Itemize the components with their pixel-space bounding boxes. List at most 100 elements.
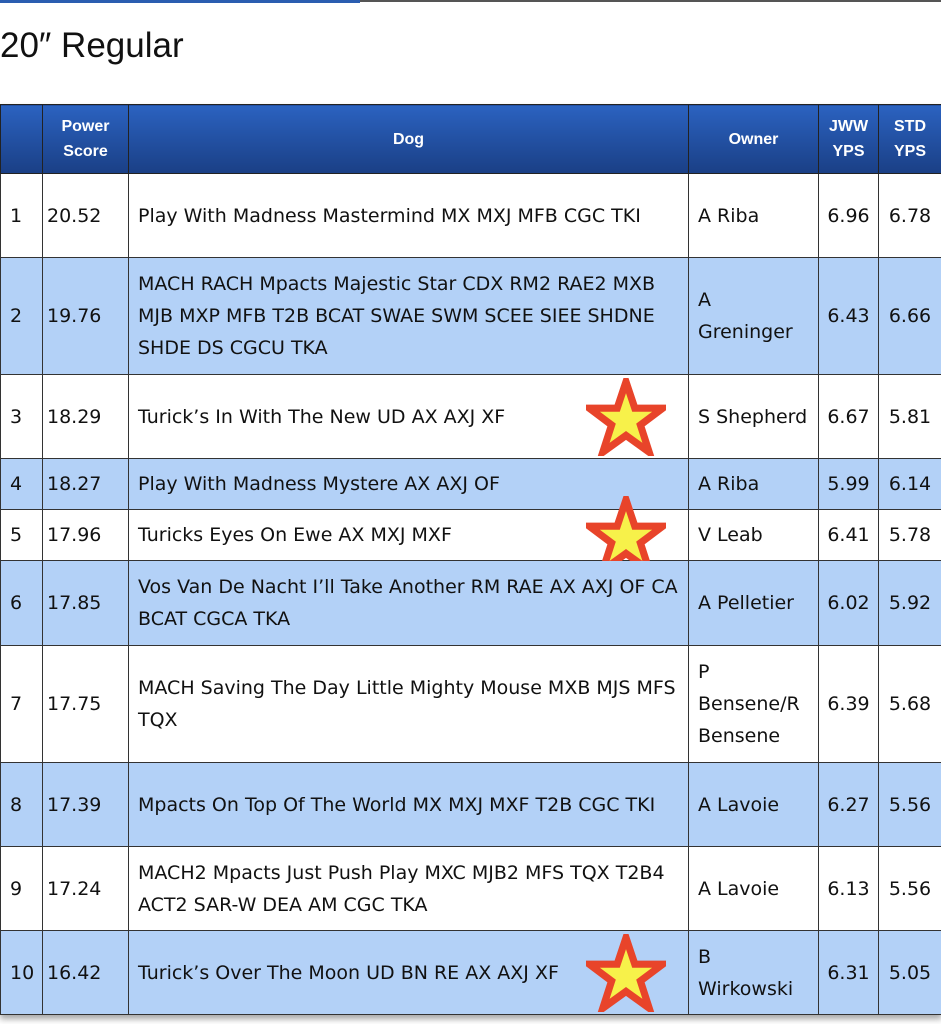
jww-yps-cell: 6.67 bbox=[818, 374, 879, 459]
rankings-table: Power Score Dog Owner JWW YPS STD YPS 1 2… bbox=[0, 104, 941, 1015]
jww-text: 5.99 bbox=[827, 473, 870, 495]
score-text: 17.39 bbox=[47, 793, 102, 816]
rank-text: 10 bbox=[10, 961, 35, 984]
dog-text: Vos Van De Nacht I’ll Take Another RM RA… bbox=[138, 576, 678, 630]
rank-cell: 6 bbox=[0, 560, 43, 646]
rank-text: 9 bbox=[10, 877, 23, 900]
dog-cell: MACH Saving The Day Little Mighty Mouse … bbox=[128, 645, 689, 763]
owner-cell: A Lavoie bbox=[688, 846, 819, 931]
jww-yps-cell: 6.43 bbox=[818, 257, 879, 375]
score-text: 18.29 bbox=[47, 405, 102, 428]
std-text: 5.56 bbox=[888, 877, 932, 900]
std-text: 6.66 bbox=[888, 305, 932, 327]
dog-cell: Play With Madness Mystere AX AXJ OF bbox=[128, 458, 689, 510]
power-score-cell: 19.76 bbox=[42, 257, 129, 375]
dog-cell: Play With Madness Mastermind MX MXJ MFB … bbox=[128, 173, 689, 258]
jww-text: 6.41 bbox=[827, 524, 870, 546]
power-score-cell: 20.52 bbox=[42, 173, 129, 258]
owner-cell: A Lavoie bbox=[688, 762, 819, 847]
dog-cell: Turicks Eyes On Ewe AX MXJ MXF bbox=[128, 496, 689, 574]
jww-text: 6.27 bbox=[827, 793, 870, 816]
owner-cell: A Pelletier bbox=[688, 560, 819, 646]
std-yps-cell: 6.14 bbox=[878, 458, 941, 510]
score-text: 20.52 bbox=[47, 204, 102, 227]
table-row: 2 19.76 MACH RACH Mpacts Majestic Star CDX… bbox=[0, 257, 941, 375]
jww-text: 6.43 bbox=[827, 305, 870, 327]
rank-cell: 7 bbox=[0, 645, 43, 763]
std-text: 5.68 bbox=[888, 693, 932, 715]
top-accent-bar bbox=[0, 0, 360, 3]
power-score-cell: 17.96 bbox=[42, 509, 129, 561]
table-row: 8 17.39 Mpacts On Top Of The World MX MXJ … bbox=[0, 762, 941, 847]
table-row: 3 18.29 Turick’s In With The New UD AX AXJ… bbox=[0, 374, 941, 459]
star-icon bbox=[586, 933, 666, 1012]
rank-cell: 5 bbox=[0, 509, 43, 561]
rank-cell: 2 bbox=[0, 257, 43, 375]
jww-text: 6.67 bbox=[827, 405, 870, 428]
dog-text: Play With Madness Mastermind MX MXJ MFB … bbox=[138, 204, 641, 227]
power-score-cell: 17.24 bbox=[42, 846, 129, 931]
owner-text: B Wirkowski bbox=[698, 945, 794, 1000]
col-rank bbox=[0, 104, 43, 174]
rank-text: 7 bbox=[10, 693, 23, 715]
owner-text: P Bensene/R Bensene bbox=[698, 661, 800, 747]
owner-text: S Shepherd bbox=[698, 405, 808, 428]
page-title: 20″ Regular bbox=[0, 26, 184, 65]
std-text: 5.81 bbox=[888, 405, 932, 428]
table-row: 1 20.52 Play With Madness Mastermind MX MX… bbox=[0, 173, 941, 258]
std-text: 6.14 bbox=[888, 473, 932, 495]
table-row: 10 16.42 Turick’s Over The Moon UD BN RE A… bbox=[0, 930, 941, 1015]
std-yps-cell: 5.68 bbox=[878, 645, 941, 763]
owner-text: A Lavoie bbox=[698, 793, 780, 816]
col-power-score: Power Score bbox=[42, 104, 129, 174]
owner-text: A Lavoie bbox=[698, 877, 780, 900]
rank-cell: 8 bbox=[0, 762, 43, 847]
owner-text: A Riba bbox=[698, 204, 760, 227]
std-yps-cell: 5.05 bbox=[878, 930, 941, 1015]
power-score-cell: 18.29 bbox=[42, 374, 129, 459]
score-text: 17.75 bbox=[47, 693, 102, 715]
col-dog: Dog bbox=[128, 104, 689, 174]
dog-cell: Mpacts On Top Of The World MX MXJ MXF T2… bbox=[128, 762, 689, 847]
rank-cell: 3 bbox=[0, 374, 43, 459]
col-std-yps: STD YPS bbox=[878, 104, 941, 174]
std-yps-cell: 5.56 bbox=[878, 846, 941, 931]
std-text: 5.05 bbox=[888, 961, 932, 984]
rank-cell: 4 bbox=[0, 458, 43, 510]
table-row: 9 17.24 MACH2 Mpacts Just Push Play MXC MJ… bbox=[0, 846, 941, 931]
owner-cell: A Greninger bbox=[688, 257, 819, 375]
jww-text: 6.39 bbox=[827, 693, 870, 715]
dog-text: MACH Saving The Day Little Mighty Mouse … bbox=[138, 677, 676, 731]
score-text: 18.27 bbox=[47, 473, 102, 495]
jww-text: 6.31 bbox=[827, 961, 870, 984]
owner-cell: S Shepherd bbox=[688, 374, 819, 459]
rank-cell: 9 bbox=[0, 846, 43, 931]
table-row: 4 18.27 Play With Madness Mystere AX AXJ O… bbox=[0, 458, 941, 510]
owner-text: A Riba bbox=[698, 473, 760, 495]
rank-text: 8 bbox=[10, 793, 23, 816]
std-text: 5.78 bbox=[888, 524, 932, 546]
jww-text: 6.13 bbox=[827, 877, 870, 900]
dog-cell: MACH RACH Mpacts Majestic Star CDX RM2 R… bbox=[128, 257, 689, 375]
score-text: 17.96 bbox=[47, 524, 102, 546]
jww-yps-cell: 6.27 bbox=[818, 762, 879, 847]
std-text: 5.92 bbox=[888, 592, 932, 614]
jww-yps-cell: 6.96 bbox=[818, 173, 879, 258]
score-text: 17.85 bbox=[47, 592, 102, 614]
power-score-cell: 17.39 bbox=[42, 762, 129, 847]
jww-yps-cell: 6.39 bbox=[818, 645, 879, 763]
rank-text: 1 bbox=[10, 204, 23, 227]
rank-cell: 10 bbox=[0, 930, 43, 1015]
rank-text: 5 bbox=[10, 524, 23, 546]
score-text: 16.42 bbox=[47, 961, 102, 984]
jww-yps-cell: 6.31 bbox=[818, 930, 879, 1015]
col-owner: Owner bbox=[688, 104, 819, 174]
std-text: 5.56 bbox=[888, 793, 932, 816]
std-yps-cell: 5.81 bbox=[878, 374, 941, 459]
table-row: 5 17.96 Turicks Eyes On Ewe AX MXJ MXF V Le… bbox=[0, 496, 941, 574]
dog-cell: Turick’s Over The Moon UD BN RE AX AXJ X… bbox=[128, 930, 689, 1015]
std-yps-cell: 6.78 bbox=[878, 173, 941, 258]
jww-text: 6.96 bbox=[827, 204, 870, 227]
power-score-cell: 17.85 bbox=[42, 560, 129, 646]
rank-text: 6 bbox=[10, 592, 23, 614]
